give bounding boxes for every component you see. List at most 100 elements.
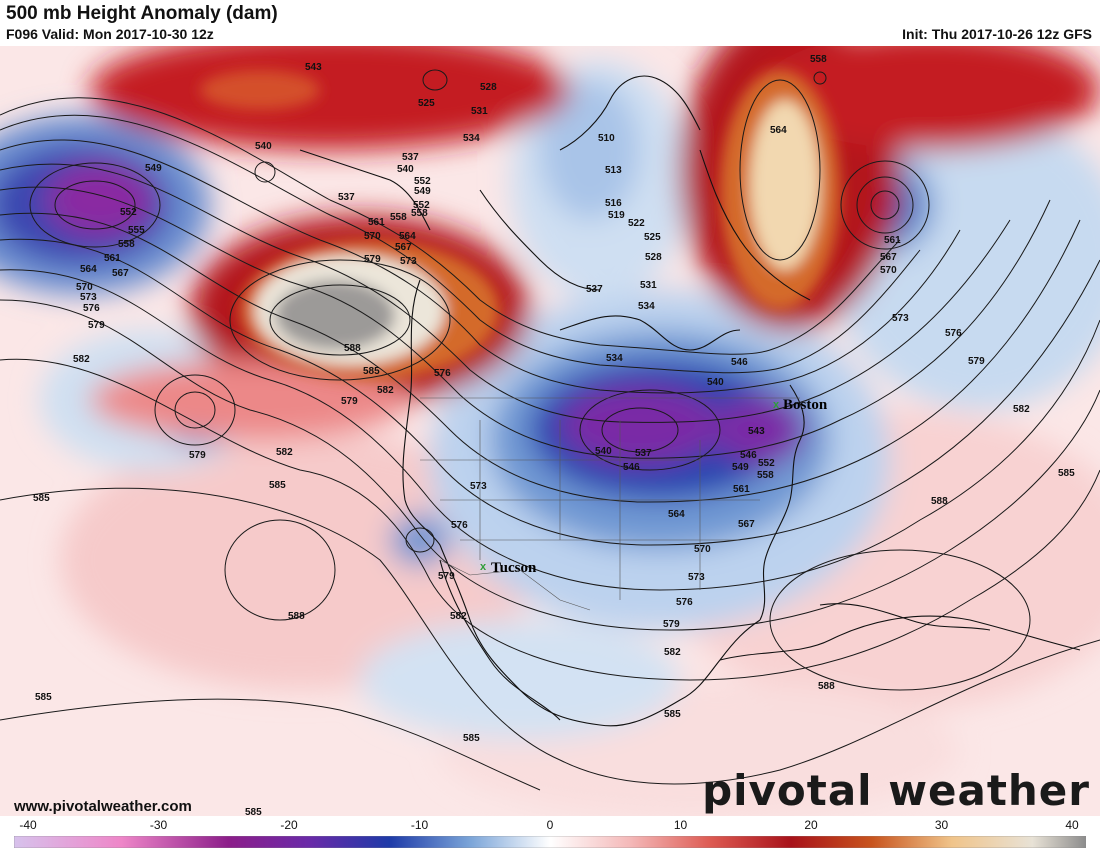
svg-text:585: 585 (269, 480, 286, 491)
svg-text:576: 576 (451, 520, 468, 531)
init-time: Init: Thu 2017-10-26 12z GFS (902, 26, 1092, 42)
svg-text:585: 585 (363, 366, 380, 377)
colorbar-tick-label: 40 (1065, 818, 1079, 832)
svg-text:555: 555 (128, 225, 145, 236)
svg-text:570: 570 (364, 231, 381, 242)
svg-text:582: 582 (377, 385, 394, 396)
boston-marker-icon: x (773, 399, 780, 411)
colorbar-tick-label: -40 (19, 818, 37, 832)
svg-text:582: 582 (450, 611, 467, 622)
colorbar-tick-label: 0 (546, 818, 554, 832)
svg-text:534: 534 (638, 301, 655, 312)
svg-text:531: 531 (471, 106, 488, 117)
svg-text:558: 558 (757, 470, 774, 481)
svg-text:579: 579 (438, 571, 455, 582)
svg-text:573: 573 (892, 313, 909, 324)
colorbar-tick-label: 20 (804, 818, 818, 832)
svg-text:558: 558 (411, 208, 428, 219)
svg-text:573: 573 (470, 481, 487, 492)
svg-text:528: 528 (480, 82, 497, 93)
colorbar-tick-label: -20 (280, 818, 298, 832)
svg-text:579: 579 (189, 450, 206, 461)
svg-text:537: 537 (586, 284, 603, 295)
svg-text:528: 528 (645, 252, 662, 263)
svg-text:567: 567 (112, 268, 129, 279)
svg-text:516: 516 (605, 198, 622, 209)
svg-text:561: 561 (368, 217, 385, 228)
svg-text:510: 510 (598, 133, 615, 144)
svg-text:570: 570 (880, 265, 897, 276)
svg-text:540: 540 (595, 446, 612, 457)
svg-text:525: 525 (418, 98, 435, 109)
svg-text:567: 567 (738, 519, 755, 530)
svg-text:558: 558 (390, 212, 407, 223)
colorbar-tick-label: -10 (410, 818, 429, 832)
svg-text:540: 540 (255, 141, 272, 152)
svg-text:534: 534 (463, 133, 480, 144)
svg-text:579: 579 (88, 320, 105, 331)
svg-text:585: 585 (463, 733, 480, 744)
svg-text:552: 552 (414, 176, 431, 187)
svg-text:546: 546 (623, 462, 640, 473)
svg-text:564: 564 (668, 509, 685, 520)
contour-labels: 543 525 528 531 534 537 540 549 552 555 … (33, 54, 1075, 816)
colorbar (14, 836, 1086, 848)
svg-text:585: 585 (664, 709, 681, 720)
svg-text:552: 552 (413, 200, 430, 211)
svg-text:543: 543 (305, 62, 322, 73)
svg-text:585: 585 (33, 493, 50, 504)
svg-text:579: 579 (341, 396, 358, 407)
svg-text:537: 537 (338, 192, 355, 203)
svg-text:543: 543 (748, 426, 765, 437)
header: 500 mb Height Anomaly (dam) F096 Valid: … (0, 0, 1100, 46)
svg-text:558: 558 (810, 54, 827, 65)
colorbar-ticks: -40 -30 -20 -10 0 10 20 30 40 (0, 818, 1100, 834)
svg-text:546: 546 (740, 450, 757, 461)
svg-text:558: 558 (118, 239, 135, 250)
city-boston[interactable]: x Boston (773, 397, 828, 413)
svg-text:573: 573 (688, 572, 705, 583)
svg-text:588: 588 (931, 496, 948, 507)
svg-text:534: 534 (606, 353, 623, 364)
svg-text:576: 576 (434, 368, 451, 379)
svg-text:546: 546 (731, 357, 748, 368)
coastlines (299, 75, 1081, 727)
website-credit: www.pivotalweather.com (14, 798, 192, 815)
svg-text:537: 537 (635, 448, 652, 459)
borders (420, 397, 800, 611)
svg-text:561: 561 (733, 484, 750, 495)
svg-text:561: 561 (884, 235, 901, 246)
svg-text:576: 576 (945, 328, 962, 339)
tucson-label: Tucson (491, 560, 537, 576)
svg-text:573: 573 (80, 292, 97, 303)
boston-label: Boston (783, 397, 828, 413)
svg-text:588: 588 (818, 681, 835, 692)
svg-text:582: 582 (276, 447, 293, 458)
svg-text:537: 537 (402, 152, 419, 163)
svg-text:552: 552 (120, 207, 137, 218)
svg-text:564: 564 (770, 125, 787, 136)
svg-text:561: 561 (104, 253, 121, 264)
anomaly-map[interactable]: 543 525 528 531 534 537 540 549 552 555 … (0, 46, 1100, 816)
svg-text:552: 552 (758, 458, 775, 469)
svg-text:585: 585 (245, 807, 262, 816)
svg-text:549: 549 (732, 462, 749, 473)
svg-text:570: 570 (694, 544, 711, 555)
svg-text:567: 567 (395, 242, 412, 253)
height-contours (0, 69, 1100, 791)
colorbar-tick-label: 10 (673, 818, 688, 832)
tucson-marker-icon: x (480, 561, 487, 573)
svg-text:540: 540 (397, 164, 414, 175)
svg-text:579: 579 (364, 254, 381, 265)
svg-text:576: 576 (83, 303, 100, 314)
colorbar-tick-label: 30 (934, 818, 949, 832)
svg-text:570: 570 (76, 282, 93, 293)
svg-text:540: 540 (707, 377, 724, 388)
svg-text:525: 525 (644, 232, 661, 243)
svg-text:582: 582 (1013, 404, 1030, 415)
city-tucson[interactable]: x Tucson (480, 560, 537, 576)
svg-text:567: 567 (880, 252, 897, 263)
svg-text:579: 579 (663, 619, 680, 630)
svg-text:576: 576 (676, 597, 693, 608)
svg-text:549: 549 (414, 186, 431, 197)
